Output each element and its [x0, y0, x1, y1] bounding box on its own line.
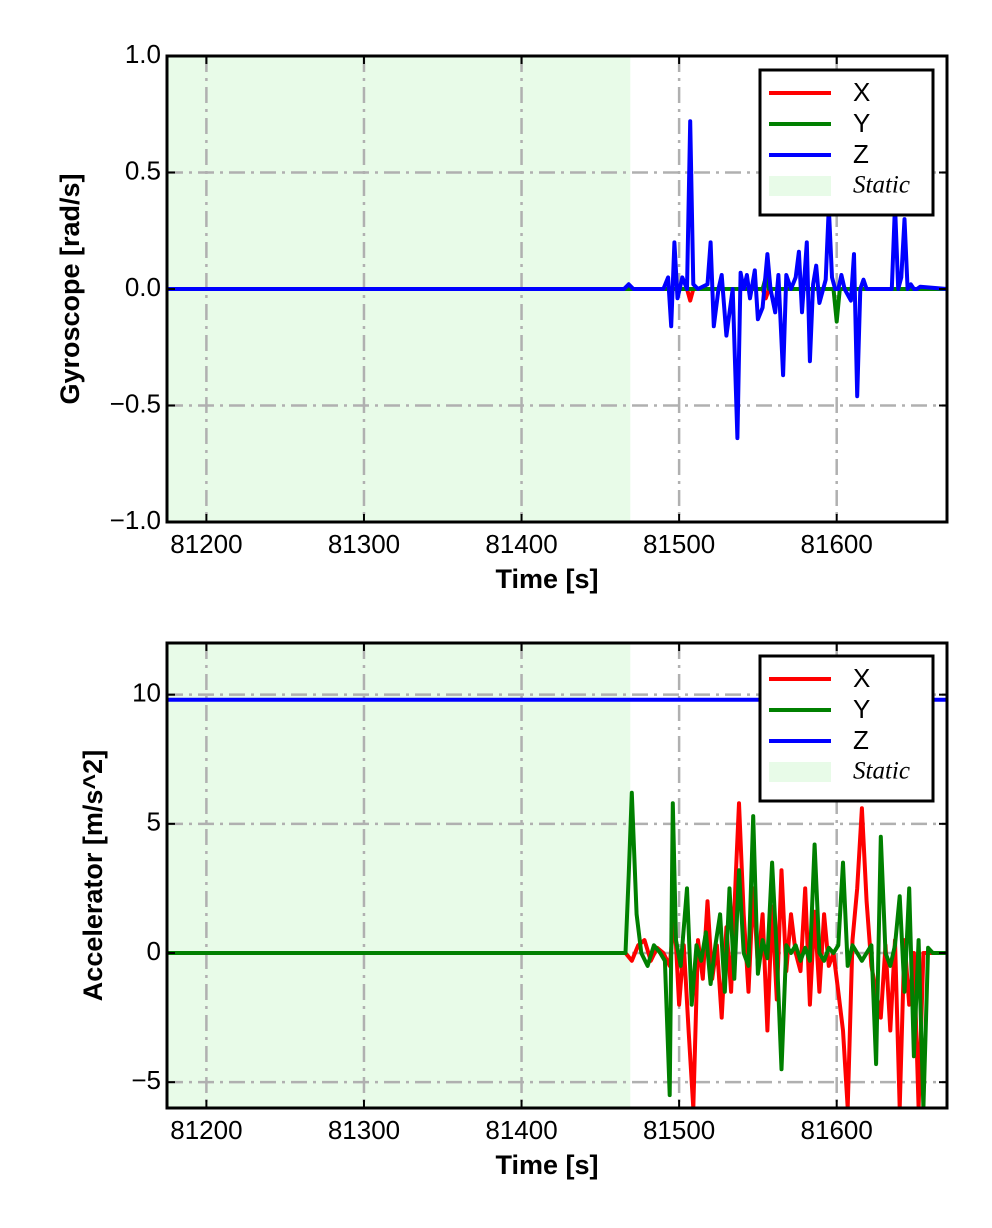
y-tick-label: 10: [132, 678, 161, 708]
legend-label-y: Y: [853, 108, 870, 138]
legend-label-static: Static: [853, 758, 910, 785]
y-axis-label: Gyroscope [rad/s]: [55, 173, 85, 404]
x-tick-label: 81500: [643, 1115, 715, 1145]
legend-label-static: Static: [853, 172, 910, 199]
y-tick-label: −0.5: [110, 388, 161, 418]
axes-frame: [165, 641, 949, 1110]
y-tick-label: 0: [147, 936, 161, 966]
legend-label-z: Z: [853, 725, 869, 755]
legend-label-z: Z: [853, 139, 869, 169]
y-tick-label: −1.0: [110, 505, 161, 535]
x-tick-label: 81400: [485, 529, 557, 559]
x-tick-label: 81300: [328, 529, 400, 559]
static-region: [167, 643, 631, 1108]
x-axis-label: Time [s]: [495, 564, 598, 594]
x-tick-label: 81200: [170, 529, 242, 559]
gyroscope-panel: 81200 81300 81400 81500 81600 1.0 0.5 0.0 −0.5 −1…: [55, 39, 949, 594]
y-tick-label: 0.0: [125, 272, 161, 302]
x-tick-label: 81300: [328, 1115, 400, 1145]
legend-label-x: X: [853, 77, 870, 107]
y-tick-label: −5: [131, 1065, 161, 1095]
x-tick-label: 81200: [170, 1115, 242, 1145]
y-tick-label: 0.5: [125, 155, 161, 185]
accelerator-panel: 81200 81300 81400 81500 81600 10 5 0 −5 Time [s] A…: [78, 641, 949, 1180]
x-tick-label: 81400: [485, 1115, 557, 1145]
legend-swatch-static: [769, 176, 831, 196]
legend: XYZ Static: [758, 654, 935, 803]
y-tick-label: 5: [147, 807, 161, 837]
legend-label-x: X: [853, 663, 870, 693]
series-line-y: [167, 790, 947, 1108]
series-line-z: [167, 119, 947, 441]
x-axis-label: Time [s]: [495, 1150, 598, 1180]
x-tick-label: 81600: [801, 529, 873, 559]
x-tick-label: 81600: [801, 1115, 873, 1145]
legend-swatch-static: [769, 762, 831, 782]
y-axis-label: Accelerator [m/s^2]: [78, 750, 108, 1001]
series-group: [167, 119, 947, 441]
legend: XYZ Static: [758, 68, 935, 217]
legend-label-y: Y: [853, 694, 870, 724]
x-tick-label: 81500: [643, 529, 715, 559]
y-tick-label: 1.0: [125, 39, 161, 69]
